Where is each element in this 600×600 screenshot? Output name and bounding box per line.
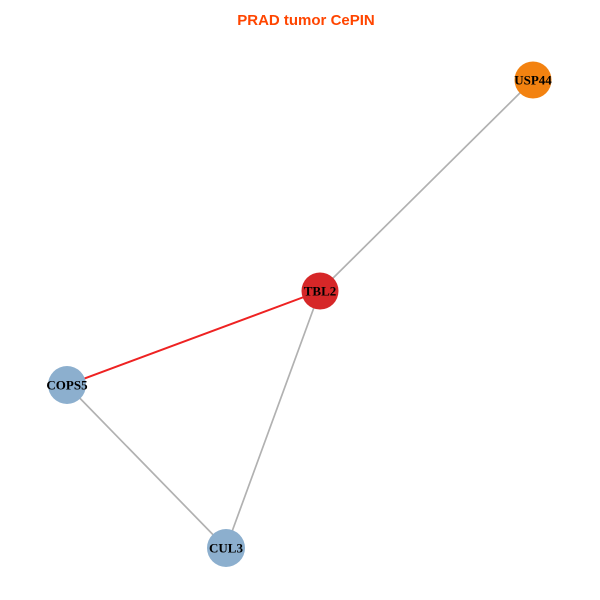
node-label-USP44: USP44: [514, 73, 552, 88]
edge-COPS5-CUL3: [66, 384, 227, 549]
node-COPS5: [48, 366, 86, 404]
labels-layer: USP44 TBL2 COPS5 CUL3: [46, 73, 552, 556]
node-label-COPS5: COPS5: [46, 378, 88, 393]
figure-title: PRAD tumor CePIN: [237, 12, 375, 29]
nodes-layer: [48, 61, 552, 567]
edges-layer: [66, 79, 534, 549]
node-TBL2: [301, 272, 339, 310]
edge-TBL2-CUL3: [225, 290, 321, 549]
node-USP44: [514, 61, 552, 99]
node-CUL3: [207, 529, 245, 567]
edge-USP44-TBL2: [319, 79, 534, 292]
node-label-TBL2: TBL2: [304, 284, 337, 299]
node-label-CUL3: CUL3: [209, 541, 243, 556]
edge-TBL2-COPS5: [66, 290, 321, 386]
